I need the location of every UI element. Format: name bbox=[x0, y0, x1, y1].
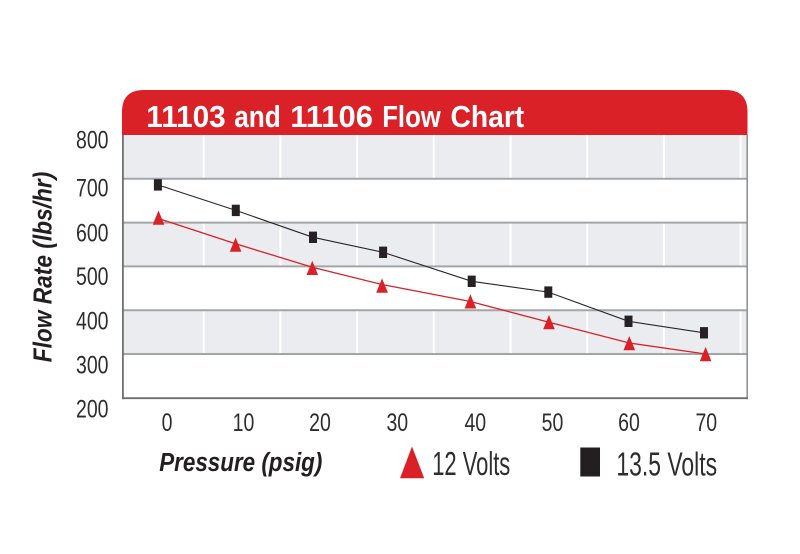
svg-text:Pressure (psig): Pressure (psig) bbox=[159, 449, 322, 478]
svg-text:Chart: Chart bbox=[451, 100, 525, 134]
svg-text:50: 50 bbox=[542, 409, 564, 437]
svg-text:Flow Rate (lbs/hr): Flow Rate (lbs/hr) bbox=[29, 172, 58, 363]
svg-text:700: 700 bbox=[76, 174, 109, 202]
svg-text:60: 60 bbox=[618, 409, 640, 437]
svg-text:20: 20 bbox=[309, 409, 331, 437]
svg-text:300: 300 bbox=[76, 351, 109, 379]
svg-text:800: 800 bbox=[76, 126, 109, 154]
svg-text:11106: 11106 bbox=[290, 99, 373, 134]
svg-text:13.5 Volts: 13.5 Volts bbox=[616, 446, 717, 483]
svg-text:and: and bbox=[234, 100, 281, 134]
svg-text:10: 10 bbox=[233, 409, 255, 437]
svg-text:400: 400 bbox=[76, 307, 109, 335]
svg-text:70: 70 bbox=[695, 409, 717, 437]
svg-text:Flow: Flow bbox=[382, 99, 441, 134]
svg-text:500: 500 bbox=[76, 263, 109, 291]
svg-text:200: 200 bbox=[76, 395, 109, 423]
svg-text:11103: 11103 bbox=[146, 101, 225, 134]
svg-text:12 Volts: 12 Volts bbox=[432, 445, 510, 482]
svg-text:600: 600 bbox=[76, 219, 109, 247]
svg-text:40: 40 bbox=[464, 409, 486, 437]
svg-text:0: 0 bbox=[162, 409, 173, 437]
svg-text:30: 30 bbox=[386, 409, 408, 437]
